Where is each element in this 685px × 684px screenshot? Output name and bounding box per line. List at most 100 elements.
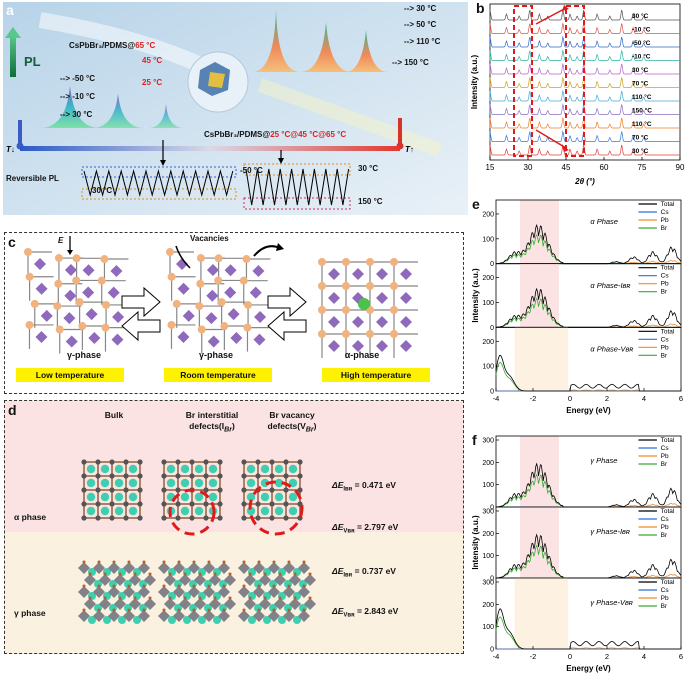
dos-ytick: 100 bbox=[482, 624, 494, 631]
xrd-xtick: 30 bbox=[524, 163, 533, 172]
dos-legend-label: Total bbox=[661, 437, 675, 444]
cs-atom bbox=[274, 478, 284, 488]
pb-atom bbox=[203, 459, 209, 465]
cs-atom bbox=[208, 464, 218, 474]
right-box-bottom bbox=[243, 197, 351, 210]
pb-atom bbox=[217, 459, 223, 465]
dos-ytick: 0 bbox=[490, 325, 494, 332]
pb-atom bbox=[81, 487, 87, 493]
right-box-top bbox=[243, 163, 351, 176]
panel-label-c: c bbox=[8, 234, 16, 250]
dos-legend-label: Total bbox=[661, 201, 675, 208]
br-atom bbox=[390, 306, 398, 314]
pb-atom bbox=[255, 459, 261, 465]
dos-subplot-name: γ Phase-Iʙʀ bbox=[590, 527, 630, 536]
panel-c-frame bbox=[4, 232, 464, 394]
dos-legend-label: Br bbox=[661, 532, 668, 539]
dos-ytick: 100 bbox=[482, 364, 494, 371]
pl-peak-5 bbox=[300, 22, 352, 72]
cs-atom bbox=[246, 478, 256, 488]
br-atom bbox=[166, 248, 174, 256]
title-top: CsPbBr₃/PDMS@65 °C bbox=[69, 41, 156, 50]
br-atom bbox=[25, 272, 34, 281]
pb-atom bbox=[123, 487, 129, 493]
dos-subplot-name: γ Phase-Vʙʀ bbox=[590, 598, 632, 607]
cs-atom bbox=[194, 464, 204, 474]
left-box-top-label: -50 °C bbox=[240, 166, 263, 175]
br-atom bbox=[217, 298, 226, 307]
room-temperature-badge: Room temperature bbox=[164, 368, 272, 382]
phase-caption-3: α-phase bbox=[344, 350, 380, 360]
br-atom bbox=[214, 254, 223, 263]
pb-atom bbox=[109, 487, 115, 493]
xrd-temp-label: 30 °C bbox=[632, 147, 649, 155]
dos-xtick: 0 bbox=[568, 652, 572, 661]
xrd-temp-label: 30 °C bbox=[632, 12, 649, 20]
dos-subplot-name: γ Phase bbox=[590, 456, 617, 465]
dos-curve-total bbox=[495, 354, 681, 392]
xrd-chart: 30 °C 70 °C 110 °C 150 °C 110 °C 70 °C 30 °C -1… bbox=[470, 3, 685, 186]
xrd-temp-label: -10 °C bbox=[632, 26, 651, 34]
br-atom bbox=[318, 306, 326, 314]
br-atom bbox=[172, 299, 181, 308]
br-atom bbox=[243, 323, 252, 332]
xrd-temp-label: -50 °C bbox=[632, 39, 651, 47]
pb-atom bbox=[137, 515, 143, 521]
pb-atom bbox=[297, 487, 303, 493]
pb-atom bbox=[203, 487, 209, 493]
alpha-bulk-lattice bbox=[81, 459, 143, 521]
pb-atom bbox=[255, 501, 261, 507]
col-vacancy-header: Br vacancy defects(VBr) bbox=[267, 410, 317, 434]
high-temperature-badge: High temperature bbox=[322, 368, 430, 382]
cs-atom bbox=[100, 492, 110, 502]
br-atom bbox=[195, 302, 204, 311]
pb-atom bbox=[269, 473, 275, 479]
br-atom bbox=[196, 279, 205, 288]
br-atom bbox=[25, 320, 34, 329]
cs-atom bbox=[288, 464, 298, 474]
pb-atom bbox=[283, 473, 289, 479]
br-atom bbox=[318, 330, 326, 338]
pb-atom bbox=[283, 501, 289, 507]
energy-alpha-v: ΔEVʙʀ = 2.797 eV bbox=[332, 522, 399, 535]
dos-xlabel: Energy (eV) bbox=[566, 664, 611, 673]
energy-gamma-v: ΔEVʙʀ = 2.843 eV bbox=[332, 606, 399, 619]
pb-atom bbox=[123, 459, 129, 465]
cs-atom bbox=[194, 478, 204, 488]
pb-atom bbox=[123, 501, 129, 507]
arrow-right-1-icon bbox=[121, 286, 161, 318]
pb-atom bbox=[81, 515, 87, 521]
dos-xtick: -2 bbox=[530, 394, 537, 403]
cs-atom bbox=[86, 506, 96, 516]
t-down-label: T↓ bbox=[6, 145, 15, 154]
cs-atom bbox=[168, 616, 176, 624]
xrd-pattern-8 bbox=[489, 35, 680, 48]
xrd-temp-label: 30 °C bbox=[632, 66, 649, 74]
left-temp-2: --> -10 °C bbox=[60, 92, 95, 101]
panel-d: d Bulk Br interstitial defects(IBr) Br va… bbox=[4, 400, 466, 656]
pb-atom bbox=[81, 501, 87, 507]
panel-a-illustration: PL T↓ T↑ bbox=[3, 2, 468, 215]
panel-label-d: d bbox=[8, 402, 17, 418]
pb-atom bbox=[81, 459, 87, 465]
br-atom bbox=[318, 258, 326, 266]
pl-arrow-icon bbox=[10, 35, 16, 77]
pb-atom bbox=[189, 473, 195, 479]
pb-atom bbox=[283, 459, 289, 465]
cs-atom bbox=[278, 616, 286, 624]
br-atom bbox=[366, 330, 374, 338]
br-atom bbox=[197, 325, 206, 334]
dos-ytick: 300 bbox=[482, 509, 494, 516]
panel-d-frame bbox=[4, 400, 464, 654]
dos-xtick: 2 bbox=[605, 652, 609, 661]
xrd-xtick: 90 bbox=[676, 163, 685, 172]
pb-atom bbox=[241, 487, 247, 493]
br-atom bbox=[167, 320, 176, 329]
pb-atom bbox=[217, 501, 223, 507]
cs-atom bbox=[100, 478, 110, 488]
panel-label-e: e bbox=[472, 196, 480, 212]
br-atom bbox=[390, 258, 398, 266]
pl-peak-3 bbox=[148, 104, 184, 128]
